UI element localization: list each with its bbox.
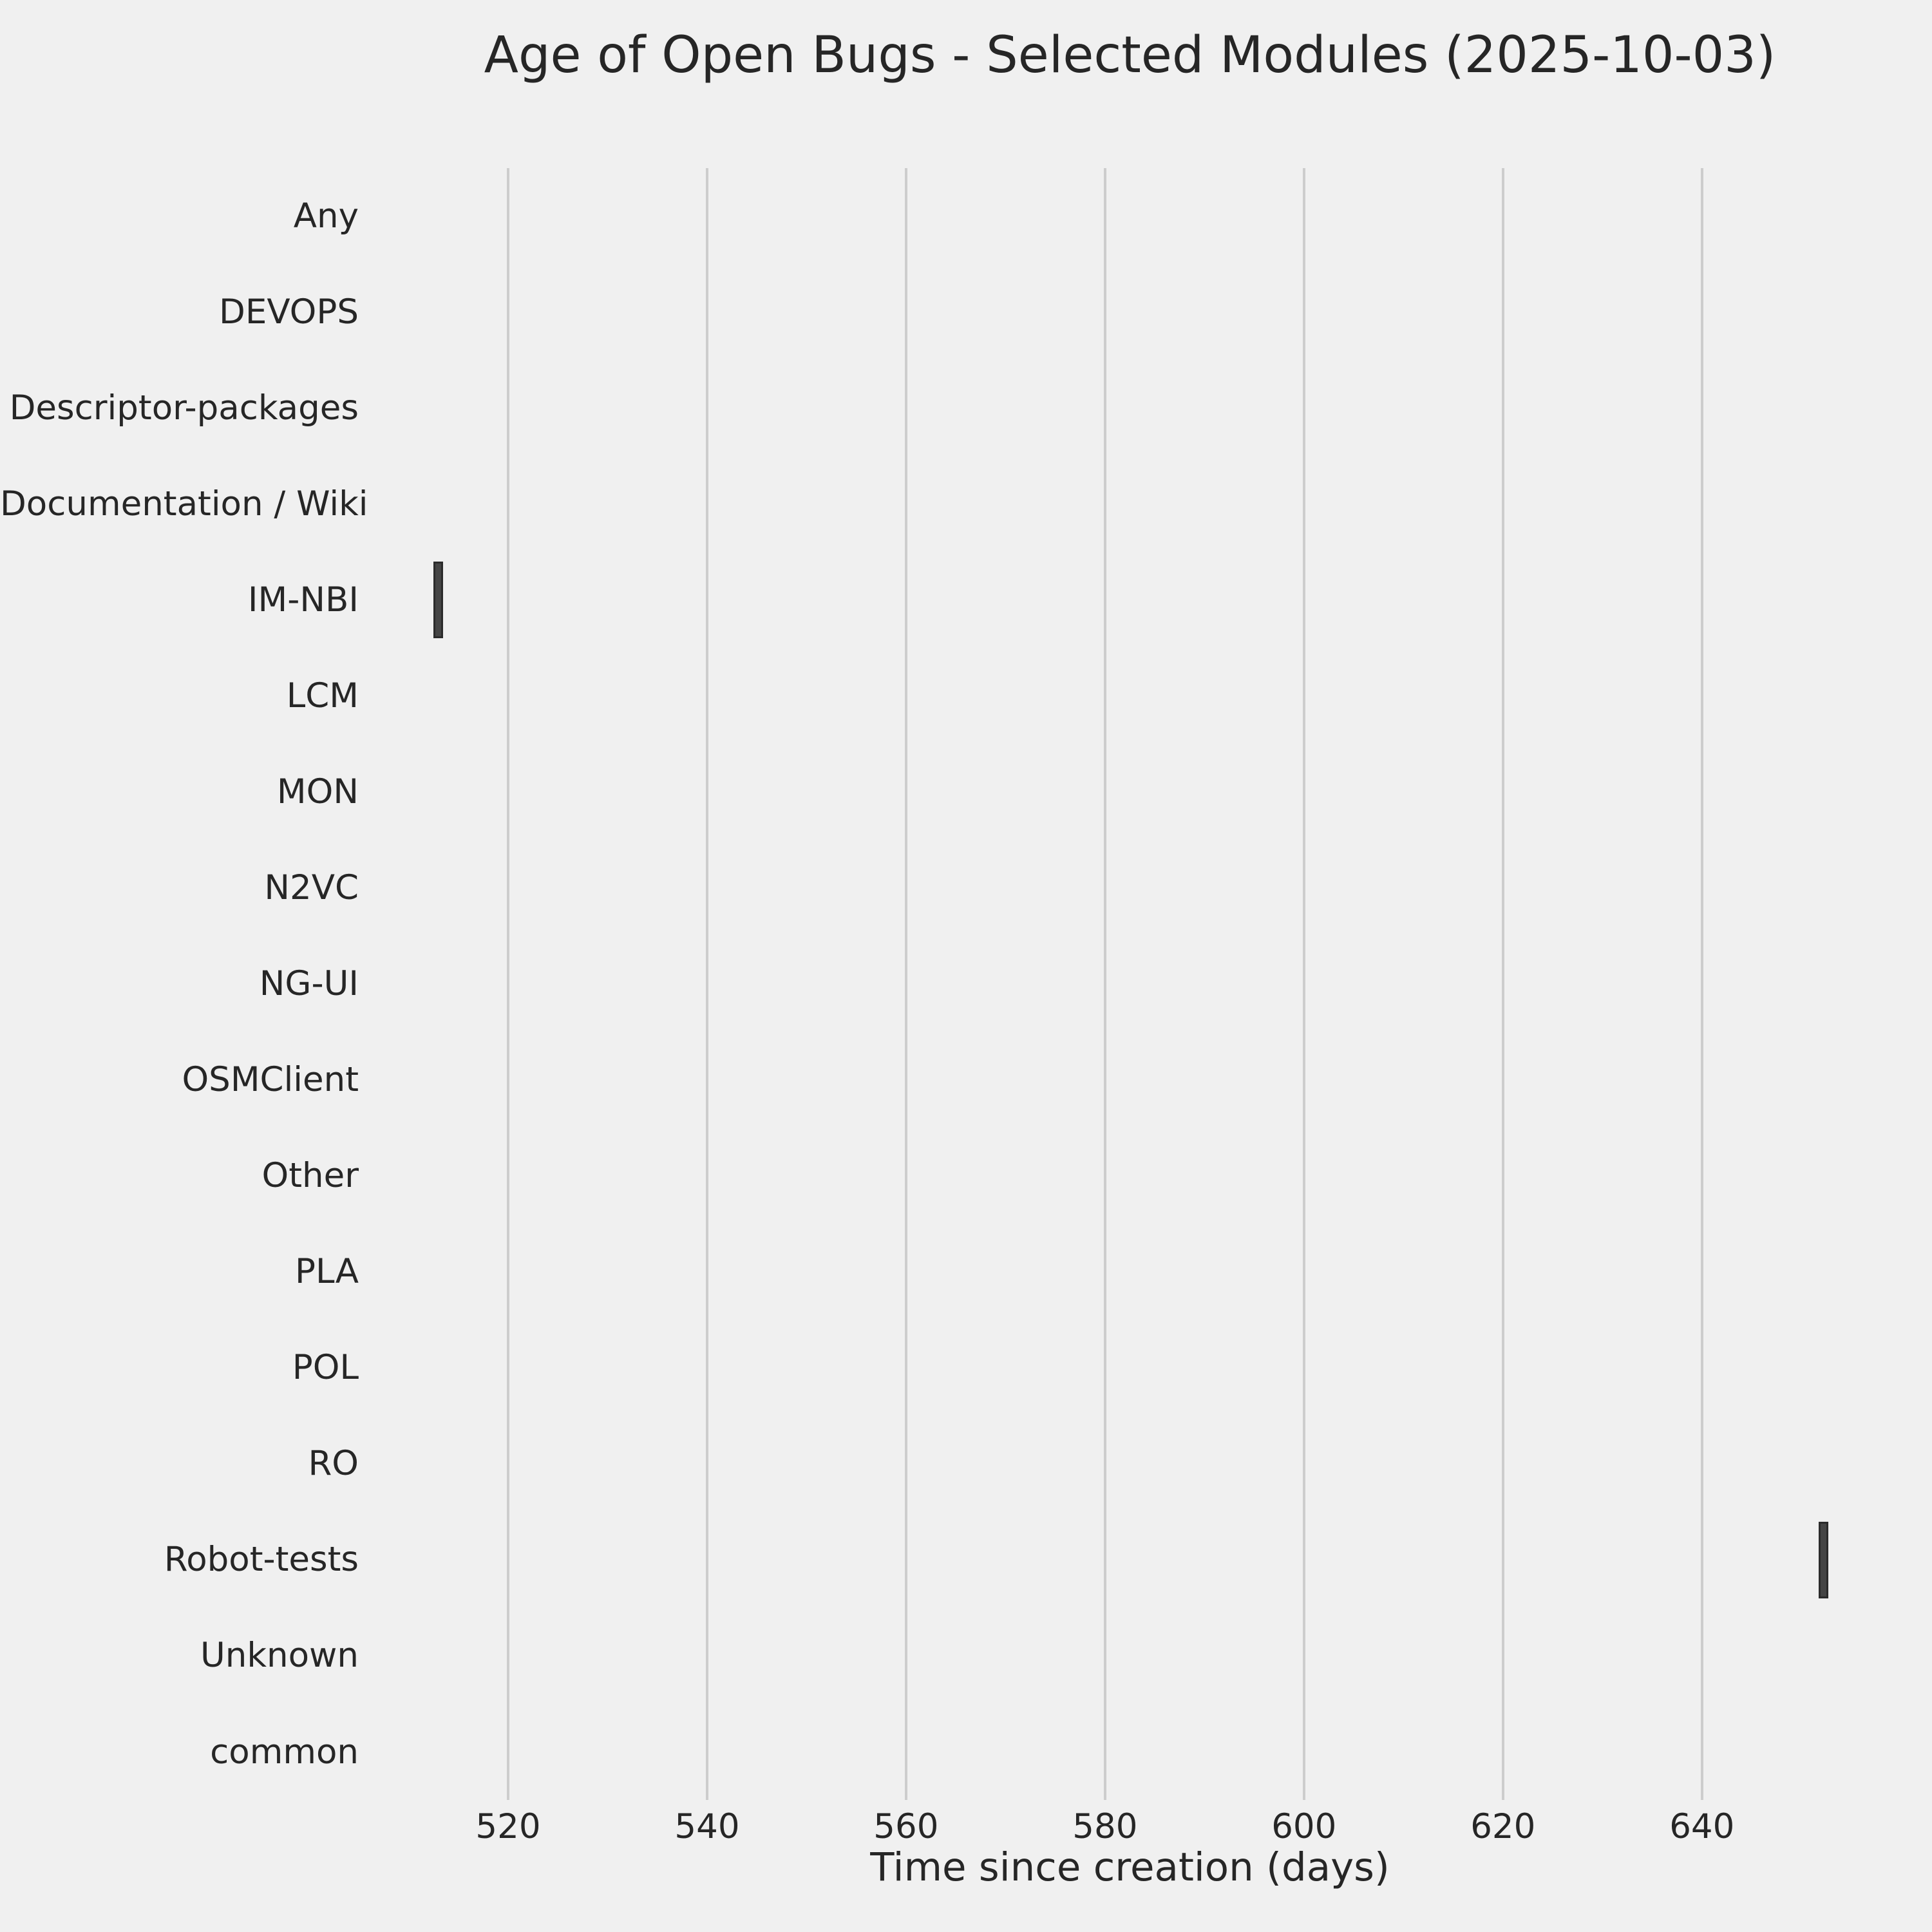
chart-title: Age of Open Bugs - Selected Modules (202…	[484, 26, 1776, 84]
x-gridline	[706, 168, 708, 1800]
x-tick-label: 560	[873, 1807, 939, 1846]
y-category-label: Descriptor-packages	[9, 388, 359, 428]
boxplot-box-robot-tests	[1818, 1521, 1828, 1598]
x-gridline	[1302, 168, 1305, 1800]
x-gridline	[1103, 168, 1106, 1800]
x-tick-label: 640	[1669, 1807, 1735, 1846]
y-category-label: IM-NBI	[247, 580, 359, 620]
x-gridline	[1700, 168, 1703, 1800]
y-category-label: POL	[292, 1348, 359, 1388]
x-tick-label: 540	[674, 1807, 740, 1846]
y-category-label: OSMClient	[182, 1060, 359, 1100]
y-category-label: Robot-tests	[164, 1540, 359, 1580]
x-gridline	[507, 168, 509, 1800]
y-category-label: DEVOPS	[219, 292, 359, 332]
y-category-label: Other	[261, 1156, 359, 1196]
x-axis-label: Time since creation (days)	[870, 1844, 1390, 1890]
y-category-label: N2VC	[264, 867, 359, 907]
y-category-label: Documentation / Wiki	[0, 484, 368, 524]
x-gridline	[1501, 168, 1504, 1800]
y-category-label: RO	[308, 1444, 359, 1484]
y-axis-labels: Any DEVOPS Descriptor-packages Documentatio…	[0, 168, 368, 1800]
y-category-label: MON	[276, 772, 359, 811]
x-tick-label: 620	[1470, 1807, 1536, 1846]
y-category-label: Unknown	[200, 1636, 359, 1676]
x-tick-label: 580	[1072, 1807, 1138, 1846]
x-gridline	[904, 168, 907, 1800]
y-category-label: NG-UI	[259, 964, 359, 1003]
y-category-label: LCM	[286, 676, 359, 715]
plot-area: 520 540 560 580 600 620 640	[364, 168, 1896, 1846]
y-category-label: PLA	[295, 1252, 359, 1292]
y-category-label: common	[210, 1732, 359, 1772]
x-tick-label: 520	[475, 1807, 541, 1846]
y-category-label: Any	[293, 196, 359, 236]
x-tick-label: 600	[1271, 1807, 1337, 1846]
boxplot-box-im-nbi	[433, 562, 444, 639]
